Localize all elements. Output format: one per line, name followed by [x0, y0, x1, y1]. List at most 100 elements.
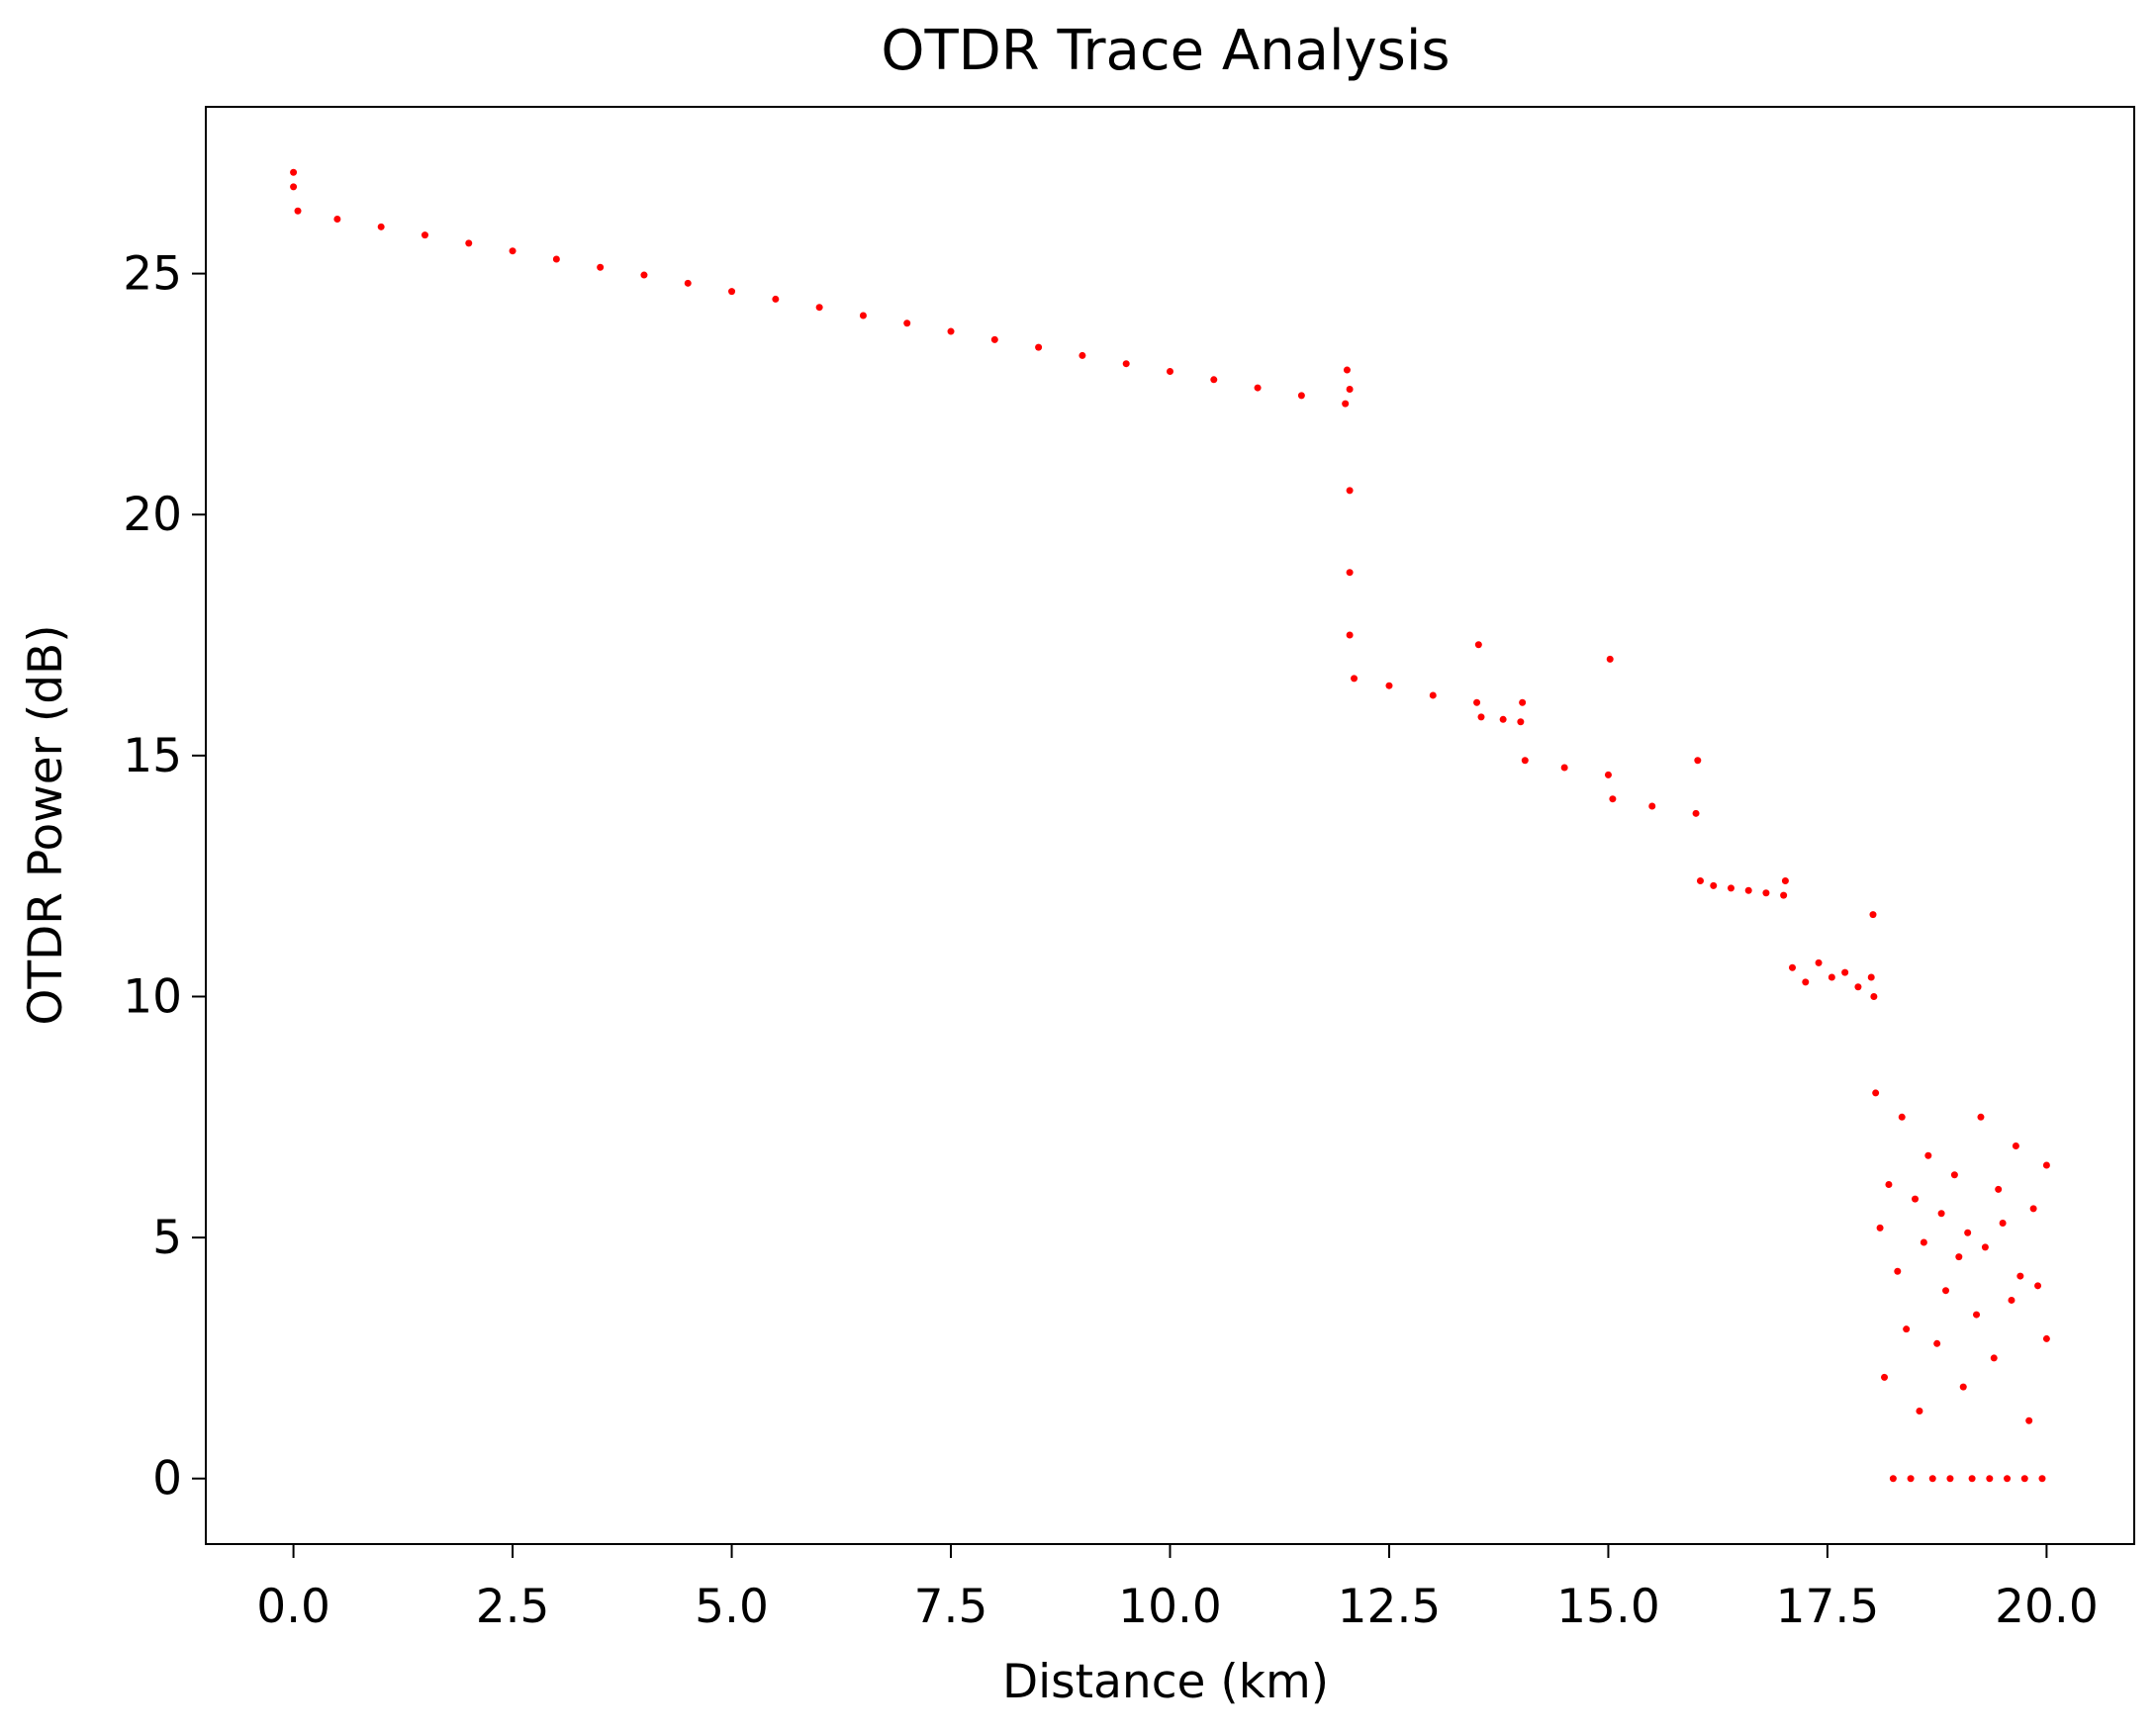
data-point [728, 288, 736, 296]
data-point [1869, 911, 1877, 919]
data-point [1854, 983, 1862, 991]
data-point [552, 255, 560, 263]
x-axis-label: Distance (km) [1002, 1655, 1329, 1709]
data-point [1946, 1475, 1954, 1483]
data-point [1912, 1195, 1920, 1203]
data-point [1889, 1475, 1897, 1483]
data-point [1999, 1219, 2007, 1227]
data-point [1881, 1373, 1889, 1381]
data-point [2029, 1205, 2037, 1213]
data-point [1977, 1113, 1985, 1121]
chart-title: OTDR Trace Analysis [881, 19, 1450, 83]
data-point [1346, 487, 1354, 495]
x-tick-label: 5.0 [695, 1580, 769, 1634]
x-tick-label: 7.5 [914, 1580, 988, 1634]
data-point [2034, 1282, 2042, 1290]
data-point [1519, 698, 1527, 706]
y-tick-label: 15 [123, 729, 182, 783]
data-point [1351, 675, 1359, 683]
data-point [2016, 1272, 2024, 1280]
data-point [1474, 641, 1482, 649]
data-point [1924, 1151, 1932, 1159]
data-point [1560, 764, 1568, 772]
x-tick-label: 15.0 [1556, 1580, 1660, 1634]
data-point [947, 327, 955, 335]
data-point [1762, 889, 1770, 897]
data-point [1898, 1113, 1906, 1121]
y-tick-label: 5 [152, 1211, 182, 1265]
data-point [294, 207, 302, 215]
data-point [1872, 1089, 1880, 1097]
x-tick-label: 10.0 [1118, 1580, 1222, 1634]
data-point [1981, 1243, 1989, 1251]
data-point [1078, 351, 1086, 359]
x-tick-label: 0.0 [256, 1580, 330, 1634]
data-point [1780, 891, 1788, 899]
data-point [2042, 1334, 2050, 1342]
data-point [1343, 366, 1351, 374]
data-point [2008, 1296, 2015, 1304]
data-point [1903, 1325, 1911, 1333]
data-point [1429, 691, 1437, 699]
data-point [1959, 1383, 1967, 1391]
data-point [1499, 715, 1507, 723]
data-point [815, 304, 823, 312]
data-point [1920, 1238, 1927, 1246]
data-point [1990, 1354, 1998, 1362]
data-point [1473, 698, 1481, 706]
data-point [1727, 884, 1734, 892]
data-point [1744, 886, 1752, 894]
data-point [1968, 1475, 1976, 1483]
y-tick-label: 25 [123, 247, 182, 302]
x-tick-label: 12.5 [1338, 1580, 1442, 1634]
data-point [1916, 1408, 1923, 1415]
data-point [1986, 1475, 1994, 1483]
data-point [1894, 1267, 1902, 1275]
data-point [421, 231, 428, 239]
data-point [290, 168, 298, 176]
data-point [1710, 881, 1718, 889]
data-point [1606, 655, 1614, 663]
data-point [1955, 1253, 1963, 1261]
data-point [1210, 376, 1218, 384]
data-point [2025, 1416, 2033, 1424]
data-point [1828, 973, 1835, 981]
data-point [2004, 1475, 2012, 1483]
data-point [1928, 1475, 1936, 1483]
data-point [1973, 1311, 1981, 1319]
data-point [1122, 360, 1130, 368]
data-point [1521, 757, 1529, 765]
data-point [1346, 569, 1354, 577]
data-point [1254, 384, 1262, 392]
data-point [1937, 1210, 1945, 1218]
data-point [1342, 400, 1350, 408]
data-point [1964, 1229, 1972, 1236]
data-point [1933, 1339, 1941, 1347]
data-point [1477, 713, 1485, 721]
data-point [1942, 1287, 1950, 1295]
data-point [2020, 1475, 2028, 1483]
data-point [1876, 1224, 1884, 1232]
data-point [1346, 386, 1354, 394]
data-point [2042, 1161, 2050, 1169]
x-tick-label: 20.0 [1995, 1580, 2099, 1634]
data-point [1815, 958, 1823, 966]
data-point [903, 319, 911, 327]
data-point [772, 295, 780, 303]
data-point [377, 223, 385, 230]
y-tick-label: 20 [123, 488, 182, 542]
data-point [597, 263, 605, 271]
data-point [1385, 682, 1393, 689]
y-axis-label: OTDR Power (dB) [19, 624, 73, 1025]
data-point [1346, 631, 1354, 639]
data-point [1950, 1171, 1958, 1179]
data-point [1696, 877, 1704, 885]
data-point [859, 312, 867, 319]
data-point [1609, 795, 1617, 803]
x-tick-label: 2.5 [476, 1580, 550, 1634]
data-point [1841, 968, 1849, 976]
data-point [1517, 718, 1525, 726]
x-tick-label: 17.5 [1776, 1580, 1880, 1634]
data-point [1885, 1181, 1893, 1189]
